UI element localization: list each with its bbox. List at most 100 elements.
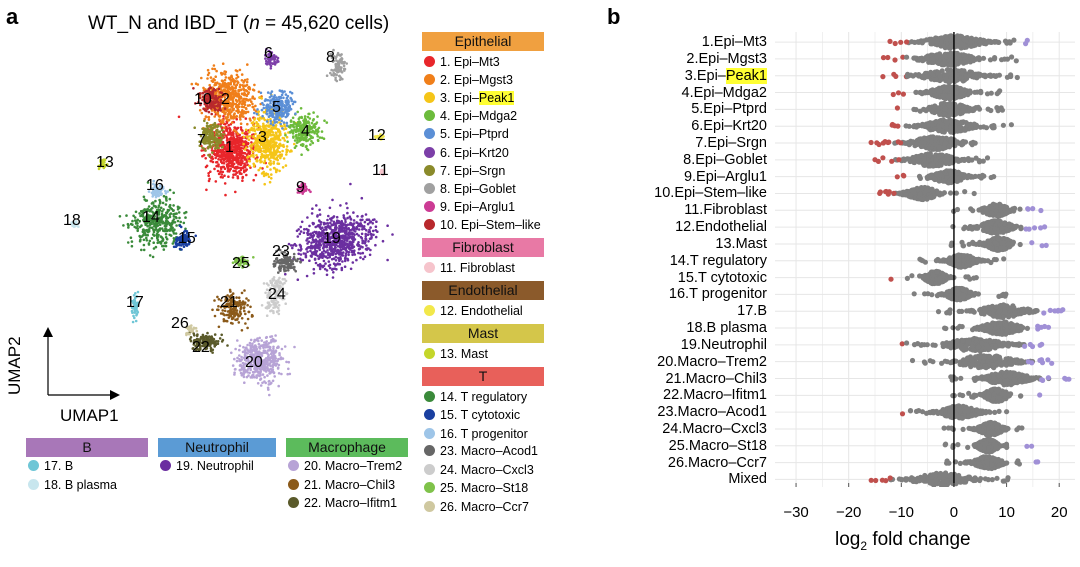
umap-cell: [238, 310, 242, 313]
umap-cell: [240, 172, 243, 176]
umap-plot: 123 4567891011121314151617181920212223242…: [63, 45, 394, 397]
umap-cell: [341, 230, 344, 233]
umap-cell: [256, 122, 260, 126]
umap-cell: [291, 102, 295, 106]
umap-cell: [293, 345, 296, 349]
umap-cell: [281, 127, 284, 130]
umap-cell: [226, 165, 230, 169]
umap-cell: [265, 340, 269, 343]
umap-cell: [256, 108, 259, 111]
umap-cell: [273, 375, 277, 378]
umap-cell: [238, 161, 242, 164]
umap-cell: [224, 193, 227, 197]
umap-cell: [130, 240, 134, 243]
umap-cell: [154, 245, 158, 249]
umap-cell: [131, 219, 134, 223]
umap-cell: [279, 132, 282, 135]
umap-cell: [235, 144, 238, 148]
umap-cell: [230, 116, 233, 120]
umap-cell: [289, 244, 293, 247]
umap-cell: [269, 67, 273, 70]
umap-cell: [205, 109, 208, 113]
umap-cell: [246, 142, 250, 146]
umap-cell: [207, 118, 211, 121]
umap-cell: [269, 364, 272, 368]
umap-cell: [259, 378, 262, 381]
umap-cell: [212, 77, 215, 81]
umap-cell: [213, 299, 216, 302]
umap-cell: [288, 262, 292, 266]
umap-cell: [266, 103, 269, 106]
umap-cell: [270, 126, 274, 129]
umap-cell: [246, 343, 249, 347]
umap-cell: [246, 63, 249, 66]
umap-cell: [252, 89, 256, 92]
umap-cell: [351, 253, 354, 257]
umap-cell: [302, 143, 305, 146]
umap-cell: [201, 154, 204, 158]
umap-cell: [229, 102, 233, 105]
umap-cell: [308, 259, 311, 263]
umap-cell: [169, 212, 173, 215]
umap-cell: [308, 224, 311, 228]
umap-cell: [267, 383, 271, 386]
umap-cell: [208, 83, 211, 87]
umap-cell: [342, 244, 346, 247]
umap-cell: [292, 255, 296, 259]
umap-cell: [270, 381, 273, 385]
umap-cell: [310, 140, 313, 143]
umap-cell: [270, 94, 273, 98]
umap-cell: [332, 271, 335, 274]
umap-cell: [131, 320, 135, 324]
umap-cell: [251, 129, 255, 132]
umap-cell: [161, 244, 164, 248]
umap-cell: [221, 79, 225, 83]
umap-cell: [318, 255, 322, 258]
umap-cell: [299, 253, 303, 256]
umap-cell: [310, 241, 313, 244]
umap-cell: [284, 110, 287, 114]
umap-cell: [210, 134, 214, 138]
umap-cell: [221, 129, 224, 132]
umap-cell: [246, 326, 249, 330]
umap-cell: [335, 59, 338, 62]
umap-cell: [235, 359, 239, 363]
umap-cell: [366, 222, 370, 226]
umap-cell: [207, 115, 211, 119]
umap-cell: [127, 226, 130, 229]
umap-cell: [243, 132, 246, 135]
umap-cell: [251, 314, 254, 318]
umap-cell: [244, 111, 247, 115]
umap-cell: [263, 159, 267, 163]
umap-cell: [267, 349, 271, 352]
umap-cell: [357, 224, 361, 228]
umap-cell: [150, 202, 154, 205]
umap-cell: [239, 95, 242, 98]
umap-cell: [257, 168, 261, 172]
umap-cell: [216, 128, 219, 132]
umap-cell: [239, 126, 243, 129]
umap-cell: [342, 251, 345, 254]
umap-cell: [230, 150, 233, 153]
umap-cell: [284, 164, 288, 167]
umap-cell: [207, 153, 210, 157]
umap-cell: [324, 255, 328, 258]
umap-cell: [297, 252, 301, 256]
umap-cell: [273, 260, 276, 263]
umap-cell: [281, 166, 285, 169]
umap-cell: [231, 92, 234, 96]
umap-cell: [276, 366, 280, 370]
umap-cell: [296, 257, 300, 261]
umap-cell: [363, 227, 366, 231]
umap-cell: [360, 215, 364, 218]
umap-cell: [228, 104, 231, 108]
umap-cell: [173, 228, 176, 231]
umap-cell: [337, 61, 340, 65]
umap-cell: [243, 301, 247, 305]
umap-cell: [211, 101, 215, 104]
umap-cell: [172, 209, 175, 212]
umap-cell: [263, 341, 266, 344]
umap-cell: [142, 248, 146, 252]
umap-cell: [306, 115, 310, 119]
umap-cell: [266, 165, 269, 168]
